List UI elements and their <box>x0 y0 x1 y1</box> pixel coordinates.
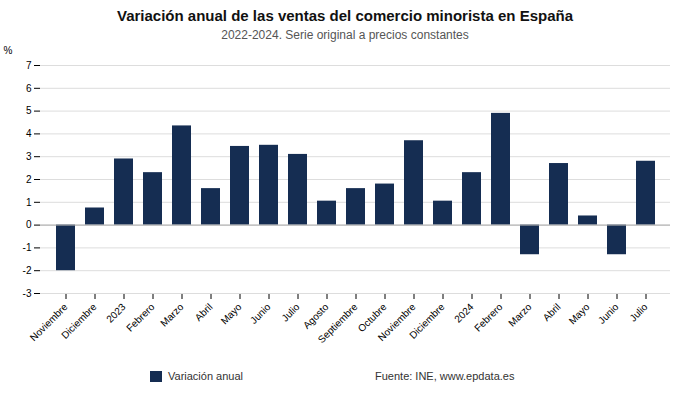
svg-text:Junio: Junio <box>596 301 621 326</box>
svg-text:Marzo: Marzo <box>506 301 534 329</box>
svg-text:Octubre: Octubre <box>355 301 389 335</box>
svg-text:Diciembre: Diciembre <box>59 301 99 341</box>
svg-text:Mayo: Mayo <box>567 301 592 326</box>
svg-text:-3: -3 <box>23 288 32 299</box>
svg-text:Noviembre: Noviembre <box>27 301 70 344</box>
svg-text:Septiembre: Septiembre <box>316 301 360 345</box>
svg-text:Junio: Junio <box>248 301 273 326</box>
svg-text:Abril: Abril <box>541 301 563 323</box>
html-text:Variación anual de las ventas: Variación anual de las ventas del comerc… <box>117 7 573 24</box>
svg-text:Agosto: Agosto <box>300 301 331 331</box>
svg-text:6: 6 <box>26 83 32 94</box>
html-text:Variación anual: Variación anual <box>168 370 243 382</box>
svg-text:Abril: Abril <box>193 301 215 323</box>
svg-text:4: 4 <box>26 128 32 139</box>
html-text:Fuente: INE, www.epdata.es: Fuente: INE, www.epdata.es <box>375 370 515 382</box>
svg-text:7: 7 <box>26 60 32 71</box>
svg-text:Julio: Julio <box>627 301 650 324</box>
svg-text:Noviembre: Noviembre <box>375 301 418 344</box>
svg-text:1: 1 <box>26 197 32 208</box>
svg-text:-2: -2 <box>23 265 32 276</box>
svg-text:Diciembre: Diciembre <box>407 301 447 341</box>
svg-text:5: 5 <box>26 105 32 116</box>
html-text:2022-2024. Serie original a pr: 2022-2024. Serie original a precios cons… <box>221 28 469 42</box>
svg-text:0: 0 <box>26 219 32 230</box>
svg-text:%: % <box>4 45 13 56</box>
svg-text:Mayo: Mayo <box>219 301 244 326</box>
svg-text:Febrero: Febrero <box>124 301 157 334</box>
svg-text:Marzo: Marzo <box>158 301 186 329</box>
svg-text:3: 3 <box>26 151 32 162</box>
svg-text:Febrero: Febrero <box>472 301 505 334</box>
svg-text:Julio: Julio <box>279 301 302 324</box>
svg-text:2023: 2023 <box>104 301 128 325</box>
svg-text:2024: 2024 <box>452 301 476 325</box>
svg-text:-1: -1 <box>23 242 32 253</box>
svg-text:2: 2 <box>26 174 32 185</box>
